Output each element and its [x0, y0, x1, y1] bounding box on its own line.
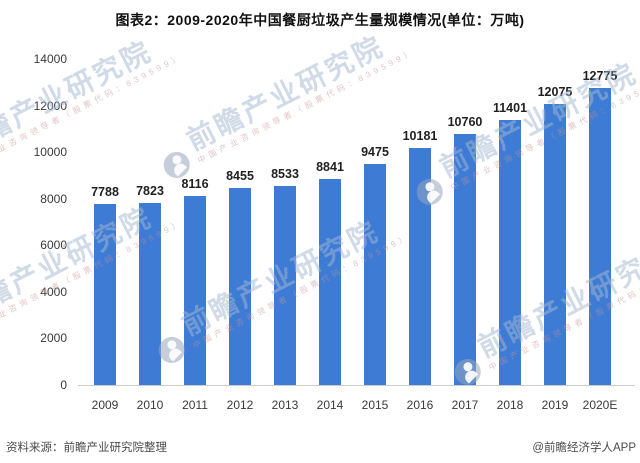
watermark-text: 前瞻产业研究院 [0, 35, 158, 162]
y-axis-tick-label: 6000 [40, 238, 67, 253]
y-axis-tick-label: 8000 [40, 191, 67, 206]
watermark-text: 前瞻产业研究院 [181, 30, 390, 157]
x-axis-label-2013: 2013 [271, 398, 299, 412]
x-axis-label-2011: 2011 [182, 398, 208, 412]
bar-2017 [454, 134, 476, 385]
x-axis-line [78, 385, 635, 386]
x-axis-label-2016: 2016 [406, 398, 434, 412]
y-axis-tick-label: 10000 [33, 145, 67, 160]
bar-value-2018: 11401 [492, 100, 528, 115]
x-axis-label-2018: 2018 [496, 398, 524, 412]
x-axis-label-2009: 2009 [91, 398, 119, 412]
bar-value-2014: 8841 [316, 160, 344, 175]
x-axis-label-2014: 2014 [316, 398, 344, 412]
x-axis-label-2010: 2010 [136, 398, 164, 412]
bar-2019 [544, 103, 566, 385]
bar-2011 [184, 196, 206, 385]
y-axis-tick-label: 0 [60, 378, 67, 392]
footer-credit: @前瞻经济学人APP [532, 442, 636, 454]
bar-value-2009: 7788 [91, 184, 119, 199]
bar-2012 [229, 188, 251, 385]
chart-title: 图表2：2009-2020年中国餐厨垃圾产生量规模情况(单位：万吨) [115, 12, 525, 28]
footer-source: 资料来源：前瞻产业研究院整理 [6, 442, 167, 454]
bar-value-2015: 9475 [361, 145, 389, 160]
y-axis-tick-label: 14000 [33, 52, 67, 66]
bar-2010 [139, 202, 161, 385]
y-axis-tick-label: 4000 [40, 284, 67, 299]
bar-2020e [589, 87, 611, 385]
bar-2014 [319, 179, 341, 385]
x-axis-label-2019: 2019 [541, 398, 569, 412]
bar-value-2012: 8455 [226, 169, 254, 184]
bar-2016 [409, 147, 431, 385]
bar-value-2017: 10760 [447, 115, 483, 130]
y-axis-tick-label: 2000 [40, 331, 67, 346]
bar-2009 [94, 203, 116, 385]
bar-value-2019: 12075 [537, 84, 573, 99]
bar-2013 [274, 186, 296, 385]
bar-2018 [499, 119, 521, 385]
x-axis-label-2020e: 2020E [582, 398, 618, 412]
x-axis-label-2017: 2017 [451, 398, 479, 412]
bar-value-2013: 8533 [271, 167, 299, 182]
bar-value-2010: 7823 [136, 183, 164, 198]
bar-2015 [364, 164, 386, 385]
x-axis-label-2012: 2012 [226, 398, 254, 412]
bar-value-2020e: 12775 [582, 68, 618, 83]
bar-value-2016: 10181 [402, 128, 438, 143]
y-axis-tick-label: 12000 [33, 98, 67, 113]
x-axis-label-2015: 2015 [361, 398, 389, 412]
